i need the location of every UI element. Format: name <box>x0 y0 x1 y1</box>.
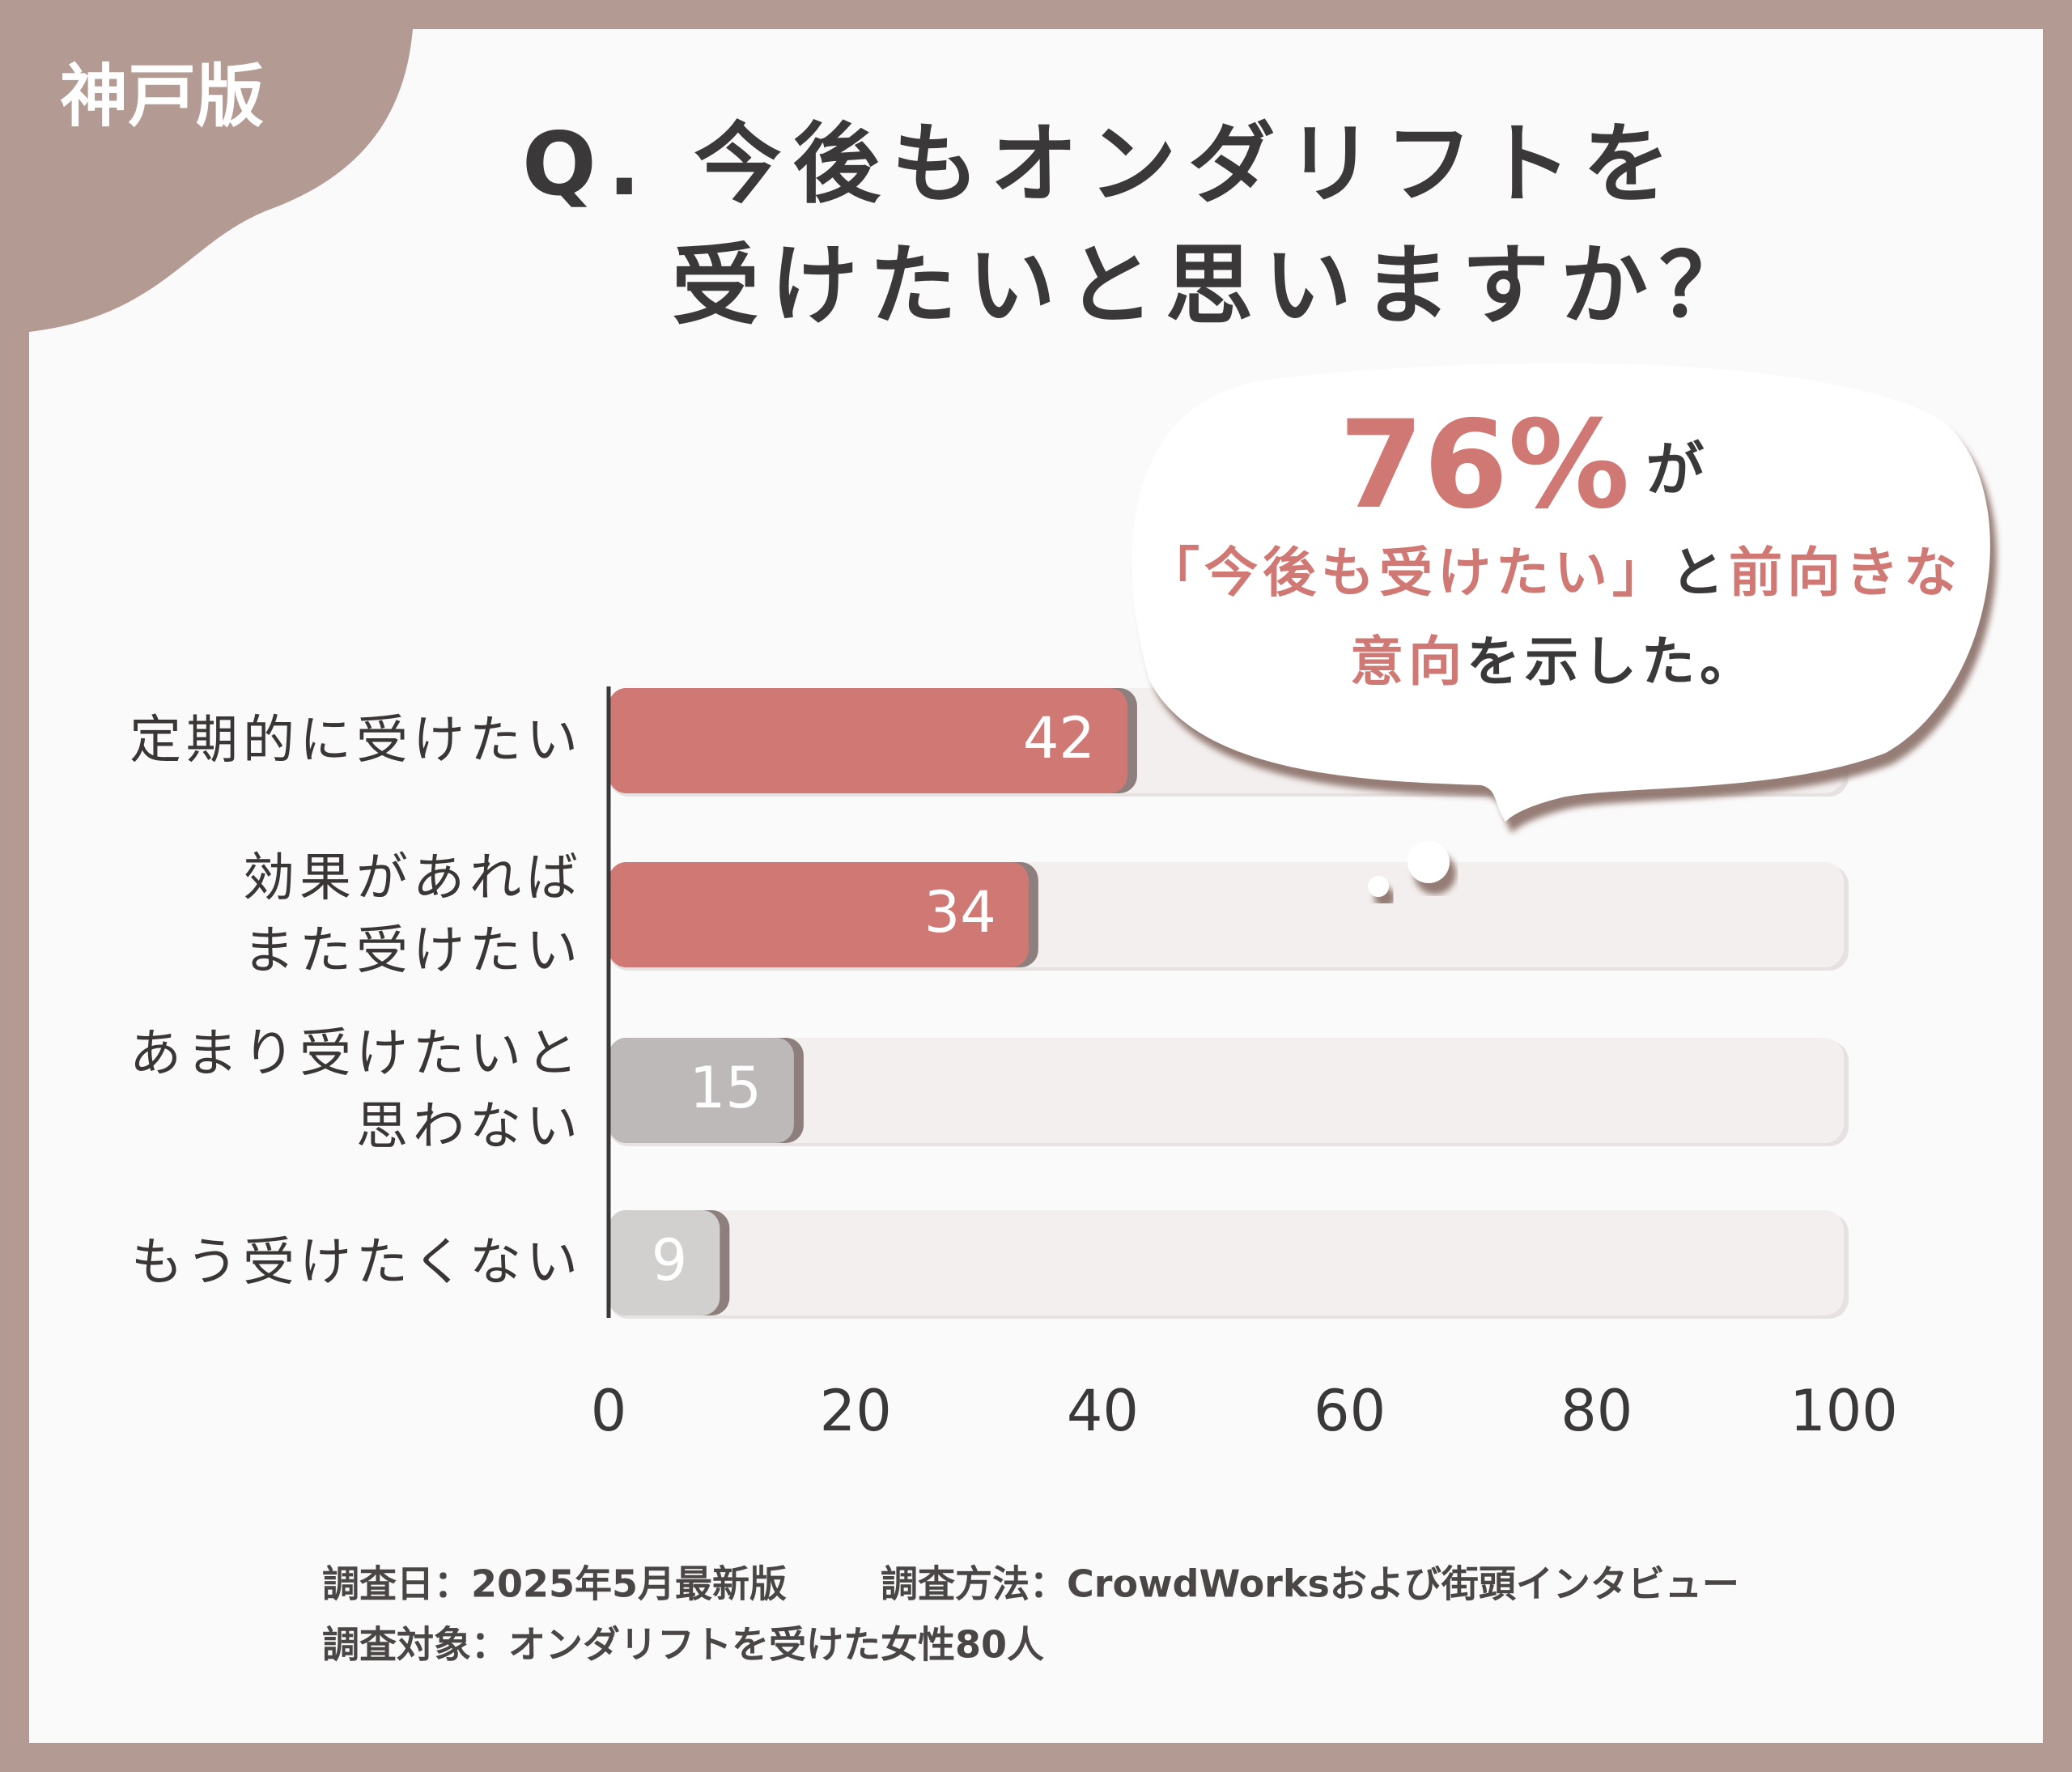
callout-text: 前向きな <box>1729 542 1962 604</box>
badge-shape <box>29 29 413 332</box>
value-label: 15 <box>690 1055 762 1121</box>
x-tick-label: 80 <box>1560 1378 1633 1444</box>
footer-note: 調査日：2025年5月最新版 <box>322 1562 787 1606</box>
value-label: 9 <box>652 1227 688 1294</box>
callout-line: 意向を示した。 <box>1350 631 1758 693</box>
bubble-dot <box>1368 876 1389 897</box>
bar <box>609 862 1029 967</box>
bar <box>609 1038 794 1143</box>
y-tick-label: 効果があれば また受けたい <box>243 848 583 981</box>
bar <box>609 1210 720 1315</box>
footer-note: 調査方法：CrowdWorksおよび街頭インタビュー <box>881 1562 1739 1606</box>
x-tick-label: 60 <box>1314 1378 1386 1444</box>
y-tick-label: 定期的に受けたい <box>130 711 583 771</box>
y-tick-label: もう受けたくない <box>130 1233 583 1293</box>
callout-text: を示した。 <box>1467 631 1758 693</box>
callout-text: と <box>1671 542 1729 604</box>
callout-headline: 76% が <box>1339 395 1704 536</box>
x-tick-label: 0 <box>591 1378 627 1444</box>
callout-number: 76% <box>1339 395 1629 536</box>
footer-note: 調査対象：オンダリフトを受けた女性80人 <box>322 1623 1044 1667</box>
x-tick-label: 40 <box>1067 1378 1139 1444</box>
y-tick-label: あまり受けたいと 思わない <box>130 1024 583 1157</box>
callout-suffix: が <box>1646 436 1705 504</box>
x-tick-label: 20 <box>820 1378 892 1444</box>
title: Q. 今後もオンダリフトを <box>522 114 1681 215</box>
value-label: 42 <box>1023 705 1095 771</box>
callout-line: 「今後も受けたい」と前向きな <box>1146 542 1962 604</box>
badge: 神戸版 <box>60 57 264 136</box>
bubble-dot <box>1408 841 1450 883</box>
x-tick-label: 100 <box>1790 1378 1898 1444</box>
bar <box>609 688 1127 793</box>
title: 受けたいと思いますか？ <box>672 236 1758 337</box>
value-label: 34 <box>924 879 996 945</box>
bar-track <box>609 1210 1844 1315</box>
callout-text: 「今後も受けたい」 <box>1146 542 1671 604</box>
speech-bubble <box>1132 363 1990 822</box>
callout-text: 意向 <box>1350 631 1467 693</box>
bar-track <box>609 1038 1844 1143</box>
